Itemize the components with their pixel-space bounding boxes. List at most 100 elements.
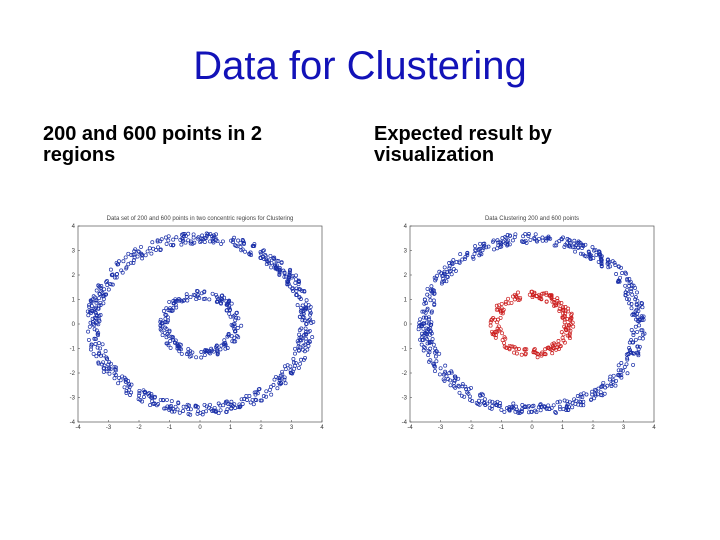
outer-ring-point: [96, 322, 101, 327]
outer-ring-point: [567, 243, 572, 248]
outer-ring-point: [593, 387, 597, 392]
outer-ring-point: [629, 306, 634, 311]
outer-ring-point: [290, 369, 295, 374]
inner-ring-point: [524, 347, 529, 352]
inner-ring-point: [229, 301, 234, 306]
y-tick-label: 2: [404, 273, 408, 279]
y-tick-label: 4: [404, 224, 408, 230]
outer-ring-point: [546, 236, 551, 241]
outer-ring-point: [500, 236, 505, 241]
outer-ring-point: [307, 339, 312, 344]
outer-ring-point: [298, 361, 303, 366]
outer-ring-point: [507, 233, 512, 238]
outer-ring-point: [513, 409, 518, 414]
inner-ring-point: [170, 335, 175, 340]
inner-ring-point: [570, 320, 575, 325]
inner-ring-point: [175, 344, 180, 348]
outer-ring-point: [158, 239, 163, 244]
inner-ring-point: [496, 317, 501, 322]
y-tick-label: -1: [70, 347, 76, 353]
outer-ring-point: [164, 241, 169, 246]
outer-ring-point: [261, 248, 266, 253]
outer-ring-point: [277, 266, 282, 270]
inner-ring-point: [551, 343, 555, 348]
outer-ring-point: [562, 244, 567, 249]
outer-ring-point: [293, 351, 297, 356]
inner-ring-point: [227, 303, 232, 308]
outer-ring-point: [584, 392, 589, 397]
outer-ring-point: [553, 410, 558, 414]
outer-ring-point: [574, 243, 579, 248]
outer-ring-point: [107, 371, 112, 376]
outer-ring-point: [447, 266, 452, 271]
outer-ring-point: [176, 401, 181, 406]
outer-ring-point: [611, 379, 615, 384]
inner-ring-point: [561, 304, 565, 309]
outer-ring-point: [173, 404, 178, 409]
outer-ring-point: [163, 406, 168, 411]
outer-ring-point: [440, 274, 445, 278]
inner-ring-point: [233, 318, 238, 323]
outer-ring-point: [299, 308, 304, 313]
inner-ring-point: [516, 290, 520, 295]
inner-ring-point: [232, 324, 237, 329]
outer-ring-point: [208, 239, 212, 244]
inner-ring-point: [171, 299, 176, 303]
outer-ring-point: [578, 241, 583, 246]
y-tick-label: -2: [402, 371, 408, 377]
outer-ring-point: [96, 333, 100, 338]
outer-ring-point: [224, 399, 229, 404]
outer-ring-point: [499, 242, 503, 247]
inner-ring-point: [211, 349, 216, 354]
outer-ring-point: [239, 397, 244, 402]
outer-ring-point: [276, 375, 281, 380]
outer-ring-point: [277, 272, 282, 277]
outer-ring-point: [304, 322, 309, 326]
inner-ring-point: [567, 336, 572, 341]
outer-ring-point: [164, 397, 169, 402]
outer-ring-point: [169, 399, 174, 404]
outer-ring-point: [420, 322, 424, 327]
outer-ring-point: [464, 387, 468, 391]
outer-ring-point: [98, 300, 103, 305]
outer-ring-point: [452, 384, 457, 389]
outer-ring-point: [599, 258, 604, 262]
outer-ring-point: [511, 401, 516, 406]
inner-ring-point: [188, 295, 193, 300]
outer-ring-point: [101, 353, 106, 358]
outer-ring-point: [101, 366, 106, 371]
inner-ring-point: [186, 347, 191, 352]
inner-ring-point: [509, 344, 514, 349]
outer-ring-point: [465, 250, 470, 255]
outer-ring-point: [302, 315, 307, 320]
outer-ring-point: [580, 395, 585, 400]
outer-ring-point: [267, 387, 272, 392]
outer-ring-point: [627, 297, 631, 302]
inner-ring-point: [538, 295, 543, 300]
inner-ring-point: [164, 335, 169, 340]
inner-ring-point: [214, 292, 219, 297]
outer-ring-point: [572, 238, 577, 243]
outer-ring-point: [430, 309, 434, 314]
inner-ring-point: [496, 324, 501, 329]
outer-ring-point: [97, 341, 101, 346]
outer-ring-point: [421, 315, 426, 320]
outer-ring-point: [633, 295, 638, 300]
x-tick-label: 2: [591, 425, 595, 431]
y-tick-label: 0: [72, 322, 76, 328]
outer-ring-point: [422, 309, 426, 314]
inner-ring-point: [556, 342, 561, 347]
outer-ring-point: [448, 378, 453, 383]
inner-ring-point: [175, 346, 180, 351]
outer-ring-point: [121, 259, 126, 264]
inner-ring-point: [224, 299, 229, 304]
outer-ring-point: [113, 367, 118, 372]
outer-ring-point: [116, 381, 121, 386]
outer-ring-point: [139, 244, 143, 249]
outer-ring-point: [471, 256, 476, 261]
outer-ring-point: [190, 241, 195, 246]
outer-ring-point: [101, 360, 106, 365]
outer-ring-point: [631, 311, 636, 316]
outer-ring-point: [441, 377, 446, 382]
inner-ring-point: [194, 297, 199, 302]
